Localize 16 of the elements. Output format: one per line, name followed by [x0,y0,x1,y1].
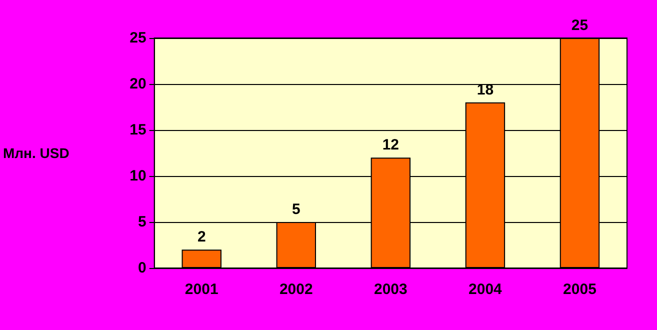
y-tick-label: 5 [138,214,146,230]
y-tick-label: 0 [138,260,146,276]
y-tick-label: 15 [130,122,146,138]
data-label: 5 [292,201,300,218]
data-label: 25 [571,17,588,34]
data-label: 12 [382,136,400,154]
y-tick-label: 10 [130,168,146,184]
x-tick-label: 2001 [184,281,218,298]
y-tick-label: 25 [130,30,146,46]
y-tick-label: 20 [130,76,146,92]
x-tick-label: 2002 [279,281,313,298]
y-axis-title: Млн. USD [2,145,70,161]
x-tick-label: 2005 [563,281,596,298]
x-tick-label: 2004 [468,281,503,298]
x-tick-label: 2003 [374,281,408,298]
data-label: 2 [197,228,206,246]
